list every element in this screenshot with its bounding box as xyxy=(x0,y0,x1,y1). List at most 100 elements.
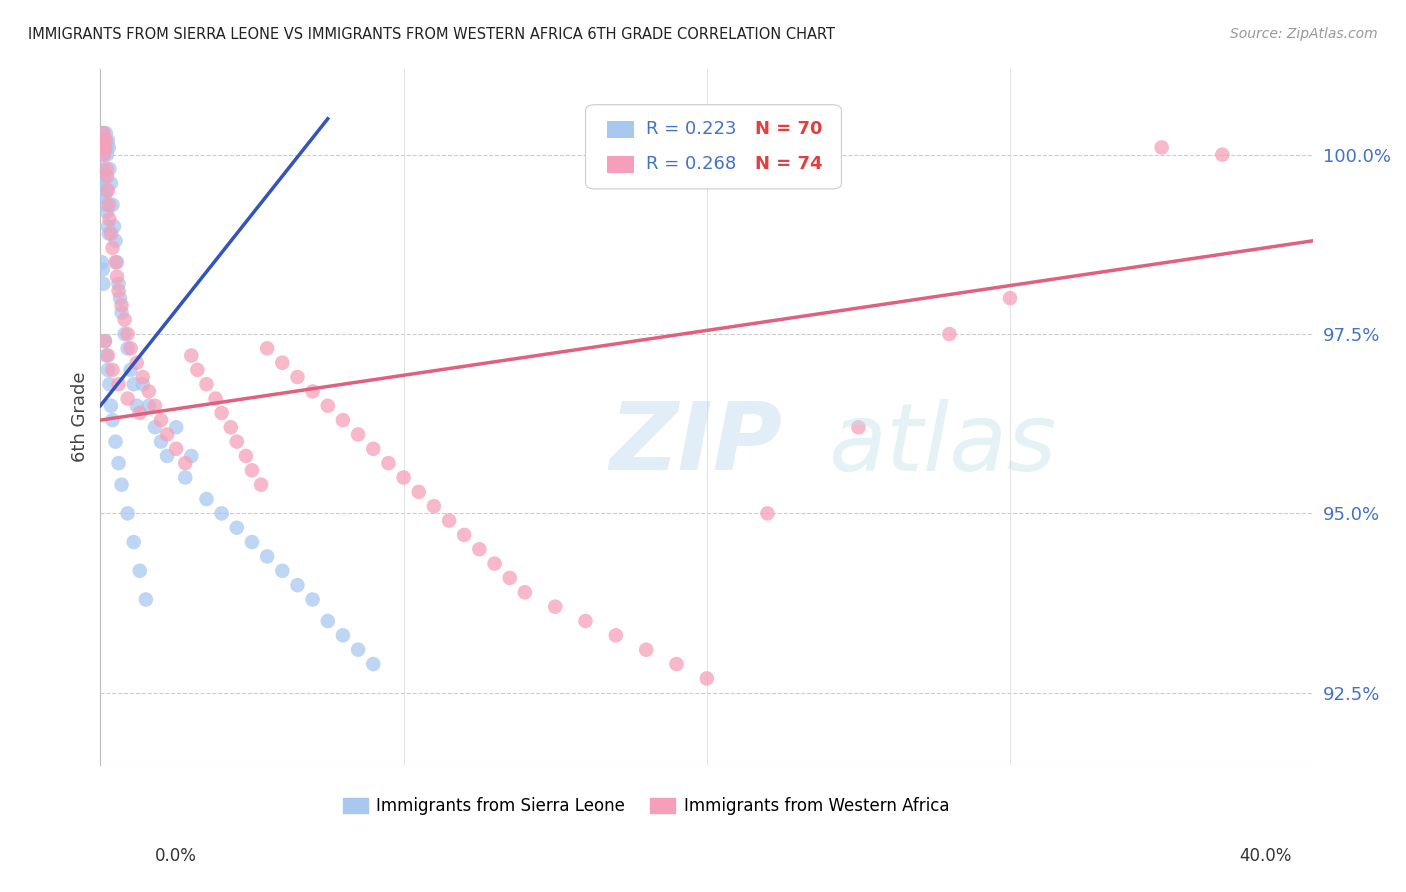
Point xyxy=(240,463,263,477)
Point xyxy=(195,491,218,506)
Point xyxy=(97,198,120,212)
Point xyxy=(135,592,157,607)
Point xyxy=(97,133,120,147)
Point xyxy=(165,442,187,456)
Point xyxy=(437,514,460,528)
Point xyxy=(97,349,120,363)
Point xyxy=(97,227,120,241)
Point xyxy=(301,384,323,399)
Point xyxy=(271,564,294,578)
Point xyxy=(93,140,115,154)
Point xyxy=(186,363,208,377)
Point xyxy=(110,305,132,319)
Point xyxy=(91,169,114,183)
Point xyxy=(165,420,187,434)
Point xyxy=(93,147,115,161)
Point xyxy=(104,234,127,248)
Text: N = 70: N = 70 xyxy=(755,120,823,138)
Point xyxy=(125,399,148,413)
Point xyxy=(143,420,166,434)
Point xyxy=(468,542,491,557)
Point xyxy=(120,363,142,377)
Point xyxy=(423,499,446,513)
Point xyxy=(361,442,384,456)
Point xyxy=(94,133,117,147)
Point xyxy=(107,377,129,392)
Text: ZIP: ZIP xyxy=(610,399,783,491)
Point xyxy=(544,599,567,614)
Point xyxy=(93,126,115,140)
Point xyxy=(143,399,166,413)
Point xyxy=(132,370,155,384)
Point xyxy=(94,334,117,348)
Point xyxy=(235,449,257,463)
Point xyxy=(117,392,139,406)
Point xyxy=(93,147,115,161)
Point xyxy=(100,227,122,241)
Point xyxy=(499,571,522,585)
Point xyxy=(97,184,120,198)
Point xyxy=(219,420,242,434)
Point xyxy=(107,456,129,470)
Point xyxy=(128,564,150,578)
Point xyxy=(332,413,354,427)
Point xyxy=(90,161,112,176)
Point xyxy=(287,370,309,384)
Point xyxy=(114,312,136,326)
Point xyxy=(96,349,118,363)
Point xyxy=(211,507,233,521)
Point xyxy=(93,184,115,198)
Point xyxy=(256,549,278,564)
Point xyxy=(180,349,202,363)
Point xyxy=(101,241,124,255)
Point xyxy=(96,147,118,161)
FancyBboxPatch shape xyxy=(607,155,634,173)
Point xyxy=(938,326,960,341)
Point xyxy=(110,477,132,491)
Point xyxy=(101,363,124,377)
Point xyxy=(100,399,122,413)
Text: 40.0%: 40.0% xyxy=(1239,847,1292,865)
Point xyxy=(101,413,124,427)
Point xyxy=(301,592,323,607)
Point xyxy=(90,133,112,147)
Point xyxy=(848,420,870,434)
Text: Source: ZipAtlas.com: Source: ZipAtlas.com xyxy=(1230,27,1378,41)
Point xyxy=(125,356,148,370)
Point xyxy=(100,177,122,191)
Point xyxy=(101,198,124,212)
Point xyxy=(122,377,145,392)
Point xyxy=(90,133,112,147)
Point xyxy=(361,657,384,671)
Point xyxy=(696,672,718,686)
Point xyxy=(347,642,370,657)
Point xyxy=(91,262,114,277)
Point xyxy=(484,557,506,571)
Point xyxy=(665,657,688,671)
Point xyxy=(96,140,118,154)
FancyBboxPatch shape xyxy=(585,104,841,189)
Point xyxy=(114,326,136,341)
Point xyxy=(91,126,114,140)
Point xyxy=(107,277,129,291)
Text: R = 0.223: R = 0.223 xyxy=(647,120,737,138)
Point xyxy=(96,205,118,219)
Point xyxy=(180,449,202,463)
Point xyxy=(347,427,370,442)
Point xyxy=(104,434,127,449)
Point xyxy=(998,291,1021,305)
Point xyxy=(90,255,112,269)
Point xyxy=(211,406,233,420)
Point xyxy=(138,384,160,399)
Point xyxy=(392,470,415,484)
Point xyxy=(605,628,627,642)
Point xyxy=(256,342,278,356)
Point xyxy=(94,334,117,348)
Y-axis label: 6th Grade: 6th Grade xyxy=(72,371,89,462)
Point xyxy=(1150,140,1173,154)
Text: 0.0%: 0.0% xyxy=(155,847,197,865)
Point xyxy=(97,219,120,234)
Point xyxy=(97,363,120,377)
Text: atlas: atlas xyxy=(828,399,1056,490)
Point xyxy=(120,342,142,356)
